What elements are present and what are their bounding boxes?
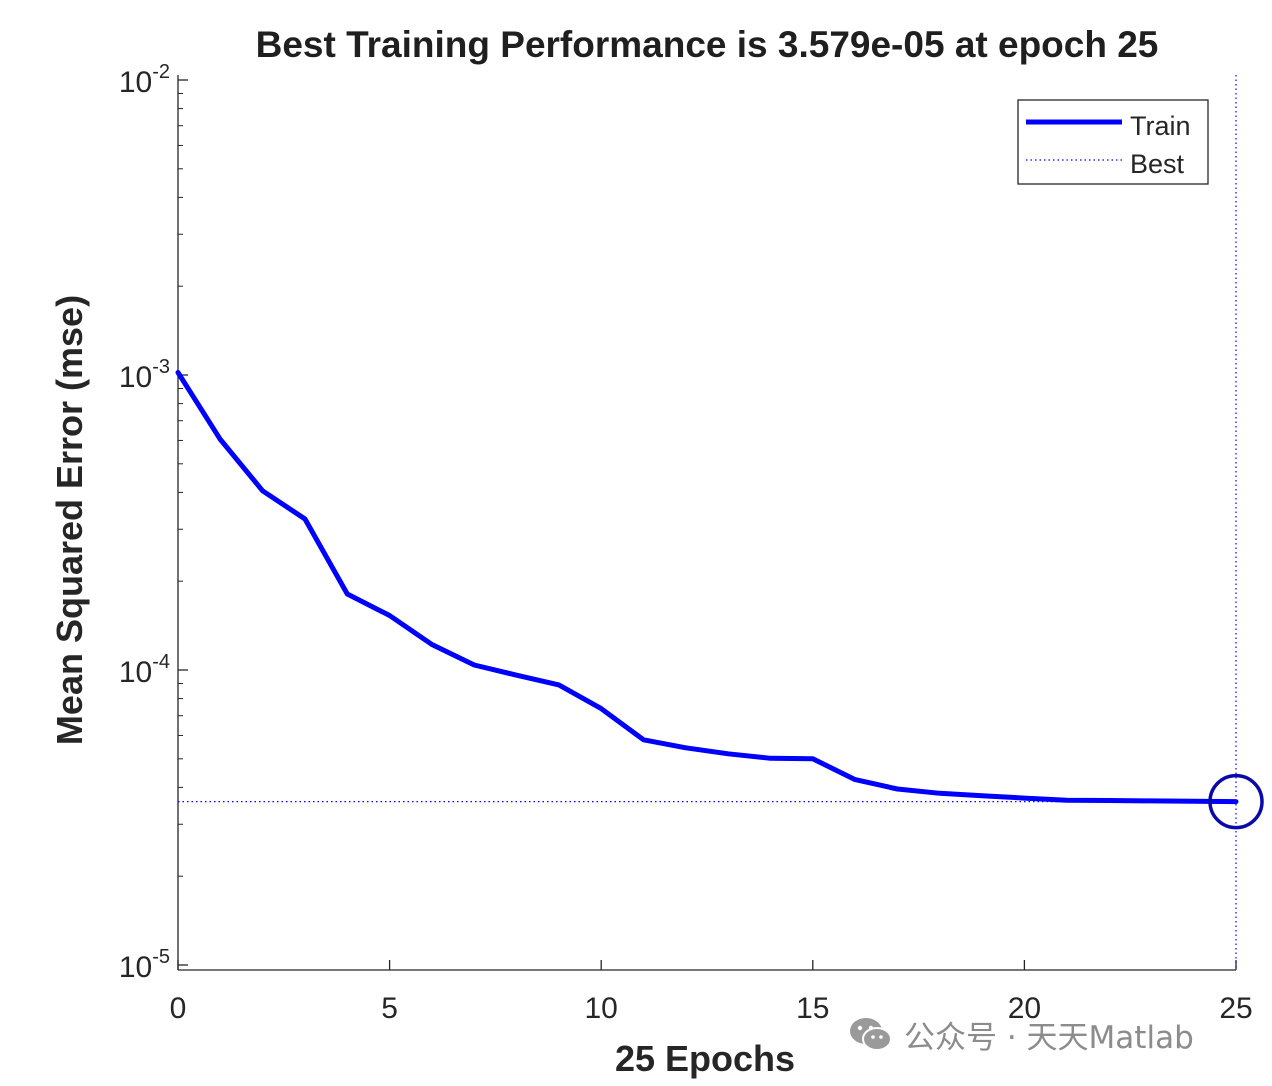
y-axis-label: Mean Squared Error (mse) [49,295,90,745]
x-axis-label: 25 Epochs [615,1038,795,1079]
train-line [175,370,1239,805]
x-tick-label: 10 [585,992,618,1025]
legend-box [1017,99,1209,185]
watermark-text: 公众号 · 天天Matlab [904,1020,1194,1056]
y-tick-label: 10-2 [119,61,170,99]
series-layer [175,75,1264,970]
chart-title: Best Training Performance is 3.579e-05 a… [256,24,1159,65]
legend-best-label: Best [1130,149,1185,179]
y-tick-label: 10-4 [119,651,170,689]
legend: Train Best [1017,99,1209,185]
y-tick-label: 10-3 [119,356,170,394]
axes [177,75,1236,971]
legend-train-label: Train [1130,111,1191,141]
x-tick-label: 0 [170,992,187,1025]
ticks: 0 5 10 15 20 25 10-2 10-3 10-4 10-5 [119,61,1253,1025]
watermark: 公众号 · 天天Matlab [848,1012,1194,1057]
x-tick-label: 25 [1219,992,1252,1025]
x-tick-label: 15 [796,992,829,1025]
x-tick-label: 20 [1008,992,1041,1025]
best-marker [1208,773,1264,830]
y-tick-label: 10-5 [119,946,170,984]
wechat-icon [850,1017,892,1051]
x-tick-label: 5 [381,992,398,1025]
